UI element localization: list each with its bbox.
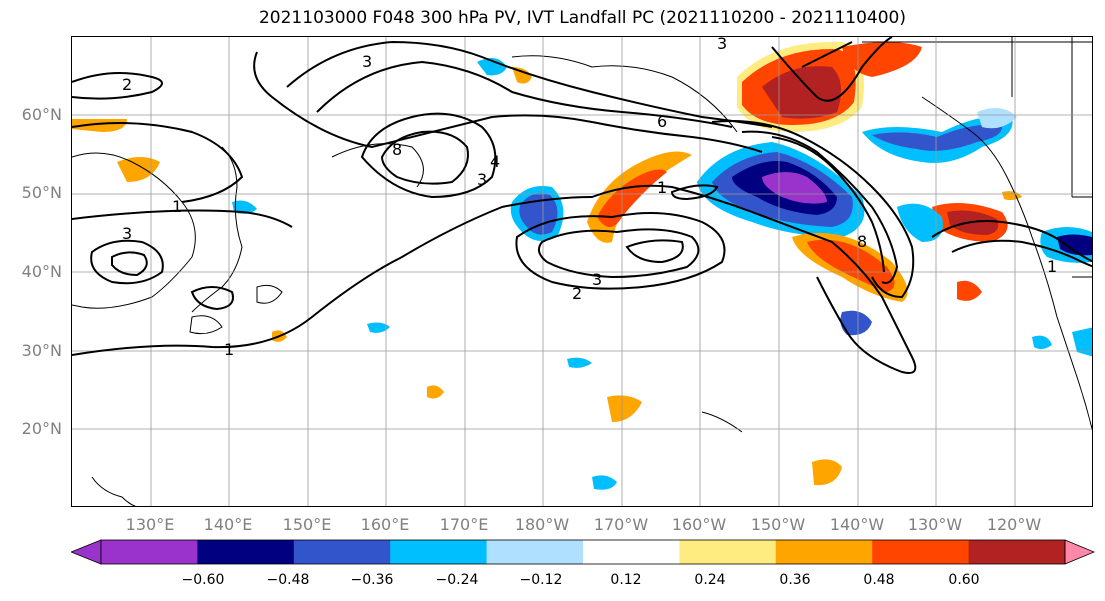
lat-label-50n: 50°N: [21, 183, 62, 202]
colorbar-tick-label: −0.36: [350, 572, 394, 588]
colorbar-segment: [968, 540, 1066, 564]
lat-label-40n: 40°N: [21, 262, 62, 281]
lon-label-140e: 140°E: [203, 515, 253, 534]
contour-label: 2: [572, 284, 582, 303]
contour-label: 1: [172, 197, 182, 216]
colorbar-segment: [486, 540, 584, 564]
colorbar-tick-label: 0.12: [610, 572, 642, 588]
lon-label-130e: 130°E: [125, 515, 175, 534]
colorbar-segment: [390, 540, 488, 564]
colorbar-tick-label: −0.60: [181, 572, 225, 588]
colorbar-tick-label: 0.60: [948, 572, 980, 588]
colorbar-segment: [872, 540, 970, 564]
map-panel: 2 1 1 2 3 3 4 6 1 8 1 3 3 3 8: [71, 36, 1093, 507]
contour-label: 3: [477, 170, 487, 189]
colorbar-segments: [71, 539, 1095, 565]
lon-label-150w: 150°W: [750, 515, 806, 534]
colorbar-outline: [100, 539, 1066, 565]
lon-label-120w: 120°W: [986, 515, 1042, 534]
shaded-anomalies: [72, 41, 1092, 490]
colorbar-tick-label: 0.48: [863, 572, 895, 588]
pv-contours: [72, 37, 1092, 374]
contour-label: 1: [657, 178, 667, 197]
lon-label-130w: 130°W: [907, 515, 963, 534]
lon-label-170e: 170°E: [439, 515, 489, 534]
map-title: 2021103000 F048 300 hPa PV, IVT Landfall…: [258, 8, 906, 28]
contour-label: 3: [362, 52, 372, 71]
lat-label-30n: 30°N: [21, 341, 62, 360]
map-canvas: 2 1 1 2 3 3 4 6 1 8 1 3 3 3 8: [72, 37, 1092, 506]
lon-label-180w: 180°W: [514, 515, 570, 534]
colorbar-segment: [197, 540, 295, 564]
contour-label: 3: [122, 224, 132, 243]
contour-label: 3: [592, 270, 602, 289]
gridlines: [72, 37, 1092, 506]
colorbar-segment: [293, 540, 391, 564]
contour-label: 2: [122, 75, 132, 94]
contour-label: 4: [490, 152, 500, 171]
lon-label-150e: 150°E: [282, 515, 332, 534]
contour-labels: 2 1 1 2 3 3 4 6 1 8 1 3 3 3 8: [122, 37, 1057, 359]
lat-label-60n: 60°N: [21, 105, 62, 124]
lon-label-160e: 160°E: [360, 515, 410, 534]
colorbar-segment: [679, 540, 777, 564]
coastlines: [72, 37, 1092, 506]
colorbar-segment: [583, 540, 680, 564]
contour-label: 6: [657, 112, 667, 131]
colorbar-segment: [775, 540, 873, 564]
lon-label-140w: 140°W: [829, 515, 885, 534]
contour-label: 8: [392, 140, 402, 159]
colorbar-extend-low: [71, 539, 102, 565]
colorbar-extend-high: [1064, 539, 1095, 565]
contour-label: 1: [224, 340, 234, 359]
lon-label-160w: 160°W: [671, 515, 727, 534]
lon-label-170w: 170°W: [593, 515, 649, 534]
contour-label: 8: [857, 232, 867, 251]
colorbar: [71, 539, 1095, 565]
colorbar-tick-label: −0.24: [435, 572, 479, 588]
lat-label-20n: 20°N: [21, 419, 62, 438]
colorbar-tick-label: −0.12: [519, 572, 563, 588]
colorbar-tick-label: 0.24: [694, 572, 726, 588]
contour-label: 3: [717, 37, 727, 53]
colorbar-tick-label: −0.48: [266, 572, 310, 588]
colorbar-segment: [101, 540, 198, 564]
contour-label: 1: [1047, 257, 1057, 276]
colorbar-tick-label: 0.36: [779, 572, 811, 588]
